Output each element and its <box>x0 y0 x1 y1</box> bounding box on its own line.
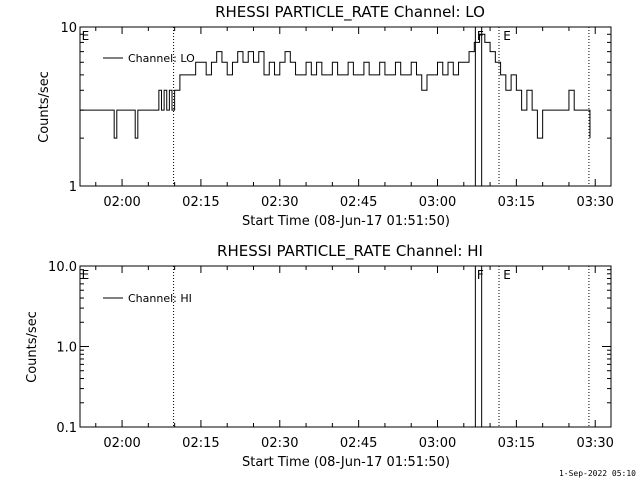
data-series <box>80 33 591 139</box>
x-tick-label: 03:30 <box>576 195 613 210</box>
x-ticks <box>95 266 596 427</box>
y-axis-label: Counts/sec <box>25 311 40 383</box>
event-marker: F <box>477 268 484 282</box>
event-marker: E <box>82 268 90 282</box>
x-tick-label: 02:00 <box>103 436 140 451</box>
chart-panel-lo: RHESSI PARTICLE_RATE Channel: LO 02:00 02… <box>37 3 614 229</box>
x-tick-label: 02:00 <box>103 195 140 210</box>
y-tick-label: 10 <box>60 21 77 36</box>
event-marker: E <box>503 268 511 282</box>
legend: Channel: HI <box>103 292 192 305</box>
legend: Channel: LO <box>103 52 195 65</box>
x-tick-label: 02:15 <box>182 195 219 210</box>
y-tick-labels: 1 10 <box>60 21 77 195</box>
chart-title: RHESSI PARTICLE_RATE Channel: HI <box>217 242 483 261</box>
y-tick-label: 0.1 <box>56 421 77 436</box>
legend-label: Channel: LO <box>128 52 195 65</box>
y-tick-label: 1.0 <box>56 341 77 356</box>
x-tick-labels: 02:00 02:15 02:30 02:45 03:00 03:15 03:30 <box>103 436 614 451</box>
vertical-lines <box>173 266 590 427</box>
event-marker: E <box>82 29 90 43</box>
x-tick-label: 03:15 <box>498 195 535 210</box>
legend-label: Channel: HI <box>128 292 192 305</box>
y-tick-label: 1 <box>69 180 77 195</box>
x-tick-label: 03:15 <box>498 436 535 451</box>
x-ticks <box>95 27 596 186</box>
y-ticks <box>80 33 611 187</box>
x-tick-labels: 02:00 02:15 02:30 02:45 03:00 03:15 03:30 <box>103 195 614 210</box>
chart-title: RHESSI PARTICLE_RATE Channel: LO <box>215 3 485 22</box>
series-line <box>80 33 591 139</box>
event-marker: F <box>477 29 484 43</box>
x-tick-label: 03:30 <box>576 436 613 451</box>
y-tick-labels: 0.1 1.0 10.0 <box>48 260 77 436</box>
x-axis-label: Start Time (08-Jun-17 01:51:50) <box>242 214 450 229</box>
plot-frame <box>79 26 612 187</box>
vertical-lines <box>173 27 590 186</box>
x-tick-label: 03:00 <box>419 195 456 210</box>
footer-timestamp: 1-Sep-2022 05:10 <box>559 469 636 478</box>
x-tick-label: 02:45 <box>340 436 377 451</box>
plot-frame <box>79 265 612 428</box>
event-marker: E <box>503 29 511 43</box>
y-axis-label: Counts/sec <box>37 71 52 143</box>
y-ticks <box>80 269 611 428</box>
x-tick-label: 02:30 <box>261 195 298 210</box>
y-tick-label: 10.0 <box>48 260 77 275</box>
x-tick-label: 02:30 <box>261 436 298 451</box>
x-tick-label: 02:15 <box>182 436 219 451</box>
x-tick-label: 02:45 <box>340 195 377 210</box>
chart-panel-hi: RHESSI PARTICLE_RATE Channel: HI 02:00 02… <box>25 242 614 470</box>
x-tick-label: 03:00 <box>419 436 456 451</box>
x-axis-label: Start Time (08-Jun-17 01:51:50) <box>242 455 450 470</box>
